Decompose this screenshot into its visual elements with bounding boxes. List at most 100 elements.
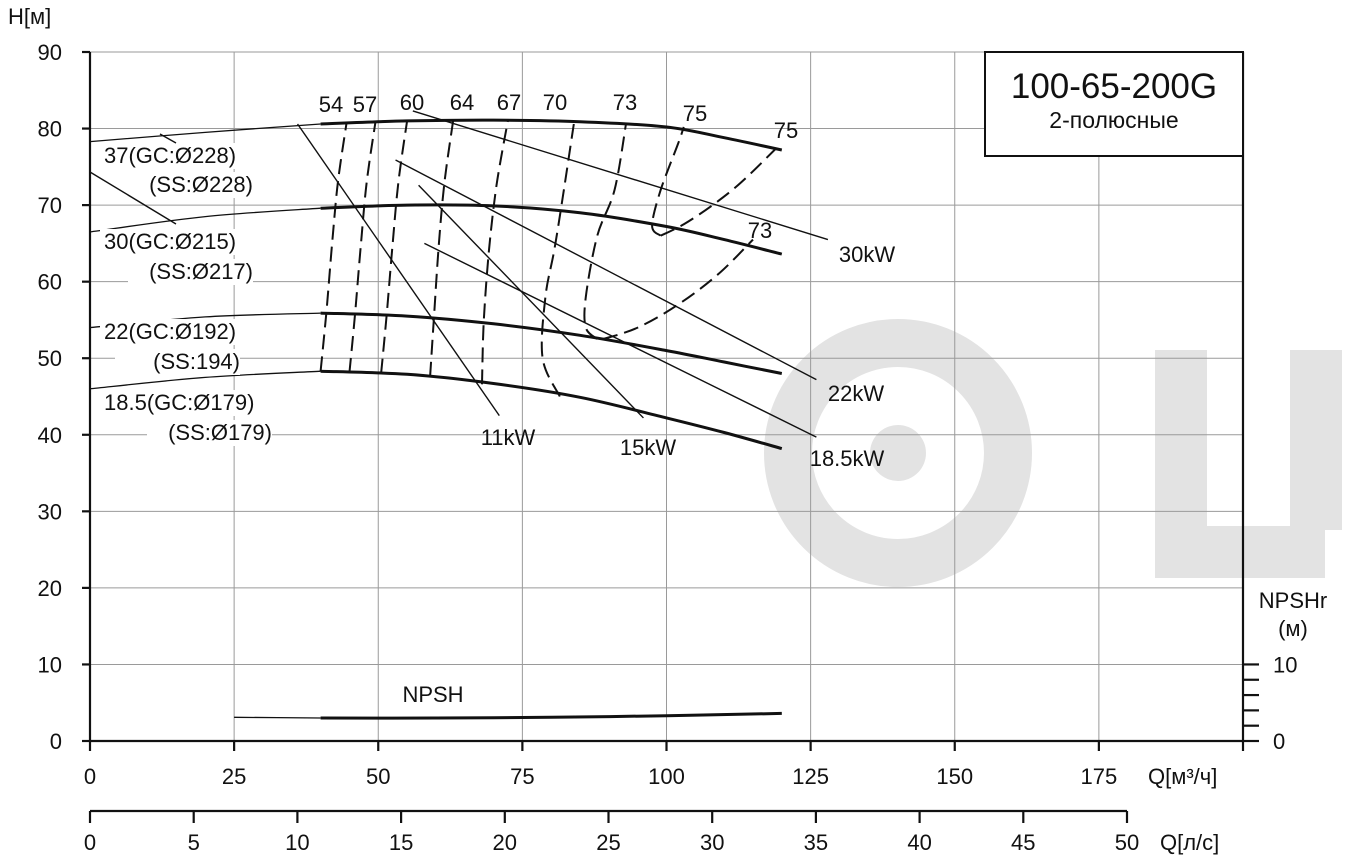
- power-line: [296, 123, 500, 417]
- diameter-label-bg: [128, 259, 253, 285]
- y-tick-label: 10: [38, 652, 62, 677]
- power-lines: [296, 110, 829, 438]
- hq-curve-extension: [89, 123, 321, 143]
- efficiency-curve: [319, 123, 348, 372]
- curve-labels: 54 57 60 64 67 70 73 75 75 73 11kW 15kW 18.5kW 22kW 30…: [89, 90, 895, 471]
- x-tick-label: 25: [222, 764, 246, 789]
- grid-lines: [90, 51, 1243, 741]
- x-axis-label: Q[м³/ч]: [1148, 764, 1217, 789]
- leader-line: [159, 133, 177, 144]
- y-axis-label: H[м]: [8, 4, 51, 29]
- x2-tick-label: 0: [84, 830, 96, 855]
- power-line: [418, 184, 644, 419]
- chart-title: 100-65-200G: [1011, 67, 1217, 106]
- npsh-curve-extension: [234, 716, 321, 719]
- efficiency-label: 60: [400, 90, 424, 115]
- x2-tick-label: 50: [1115, 830, 1139, 855]
- power-label: 11kW: [481, 425, 536, 450]
- efficiency-label: 75: [683, 101, 707, 126]
- diameter-label-ss: (SS:Ø228): [149, 172, 253, 197]
- efficiency-label: 75: [774, 118, 798, 143]
- efficiency-label: 67: [497, 90, 521, 115]
- power-label: 30kW: [839, 242, 895, 267]
- efficiency-label: 64: [450, 90, 474, 115]
- x-tick-label: 150: [936, 764, 973, 789]
- diameter-label-bg: [115, 349, 240, 375]
- x-tick-label: 50: [366, 764, 390, 789]
- efficiency-curves: [319, 119, 777, 397]
- diameter-label-gc: 37(GC:Ø228): [104, 143, 236, 168]
- efficiency-curve: [380, 120, 409, 374]
- npsh-curve: [320, 711, 782, 720]
- power-label: 18.5kW: [810, 446, 885, 471]
- npsh-label: NPSH: [402, 682, 463, 707]
- y-tick-label: 60: [38, 270, 62, 295]
- diameter-label-ss: (SS:Ø179): [168, 420, 272, 445]
- efficiency-curve: [348, 122, 377, 373]
- y-tick-label: 80: [38, 117, 62, 142]
- efficiency-label: 73: [748, 218, 772, 243]
- diameter-label-gc: 30(GC:Ø215): [104, 229, 236, 254]
- efficiency-curve: [540, 120, 576, 397]
- x2-tick-label: 30: [700, 830, 724, 855]
- efficiency-curve: [583, 123, 628, 340]
- hq-curve-extension: [89, 207, 321, 233]
- diameter-label-gc: 22(GC:Ø192): [104, 319, 236, 344]
- x-tick-label: 175: [1081, 764, 1118, 789]
- efficiency-curve: [651, 126, 685, 237]
- hq-curves: [89, 118, 783, 720]
- x-tick-label: 0: [84, 764, 96, 789]
- efficiency-curve: [660, 147, 777, 237]
- efficiency-label: 73: [613, 90, 637, 115]
- x2-tick-label: 5: [188, 830, 200, 855]
- x-tick-label: 125: [792, 764, 829, 789]
- power-line: [395, 159, 817, 381]
- axes: [82, 50, 1259, 823]
- y-tick-label: 30: [38, 499, 62, 524]
- y2-tick-label: 0: [1273, 729, 1285, 754]
- efficiency-label: 54: [319, 92, 343, 117]
- x2-tick-label: 40: [907, 830, 931, 855]
- y-tick-label: 0: [50, 729, 62, 754]
- diameter-label-bg: [128, 172, 253, 198]
- title-box: 100-65-200G 2-полюсные: [984, 51, 1244, 157]
- x2-axis-label: Q[л/с]: [1160, 830, 1219, 855]
- y-tick-label: 50: [38, 346, 62, 371]
- diameter-label-ss: (SS:194): [153, 349, 240, 374]
- y2-axis-label-line1: NPSHr: [1259, 588, 1327, 613]
- chart-subtitle: 2-полюсные: [1049, 107, 1178, 133]
- efficiency-curve: [481, 119, 509, 385]
- efficiency-curve: [602, 238, 754, 341]
- hq-curve: [320, 311, 783, 375]
- diameter-label-bg: [100, 229, 270, 255]
- diameter-label-gc: 18.5(GC:Ø179): [104, 390, 254, 415]
- x-tick-label: 100: [648, 764, 685, 789]
- y-tick-label: 40: [38, 423, 62, 448]
- power-line: [412, 110, 829, 241]
- x2-tick-label: 20: [493, 830, 517, 855]
- efficiency-label: 70: [543, 90, 567, 115]
- diameter-label-bg: [100, 143, 270, 169]
- hq-curve: [320, 118, 783, 152]
- diameter-label-ss: (SS:Ø217): [149, 259, 253, 284]
- diameter-label-bg: [147, 420, 272, 446]
- power-label: 15kW: [620, 435, 676, 460]
- leader-line: [89, 171, 177, 225]
- x2-tick-label: 45: [1011, 830, 1035, 855]
- y-tick-label: 20: [38, 576, 62, 601]
- x2-tick-label: 25: [596, 830, 620, 855]
- hq-curve: [320, 369, 783, 451]
- y2-tick-label: 10: [1273, 652, 1297, 677]
- watermark-logo: [764, 319, 1342, 587]
- y-tick-label: 90: [38, 40, 62, 65]
- x2-tick-label: 10: [285, 830, 309, 855]
- efficiency-label: 57: [353, 92, 377, 117]
- hq-curve-extension: [89, 370, 321, 390]
- x2-tick-label: 35: [804, 830, 828, 855]
- power-line: [424, 242, 817, 438]
- y2-axis-label-line2: (м): [1278, 616, 1308, 641]
- diameter-label-bg: [100, 390, 270, 416]
- x2-tick-label: 15: [389, 830, 413, 855]
